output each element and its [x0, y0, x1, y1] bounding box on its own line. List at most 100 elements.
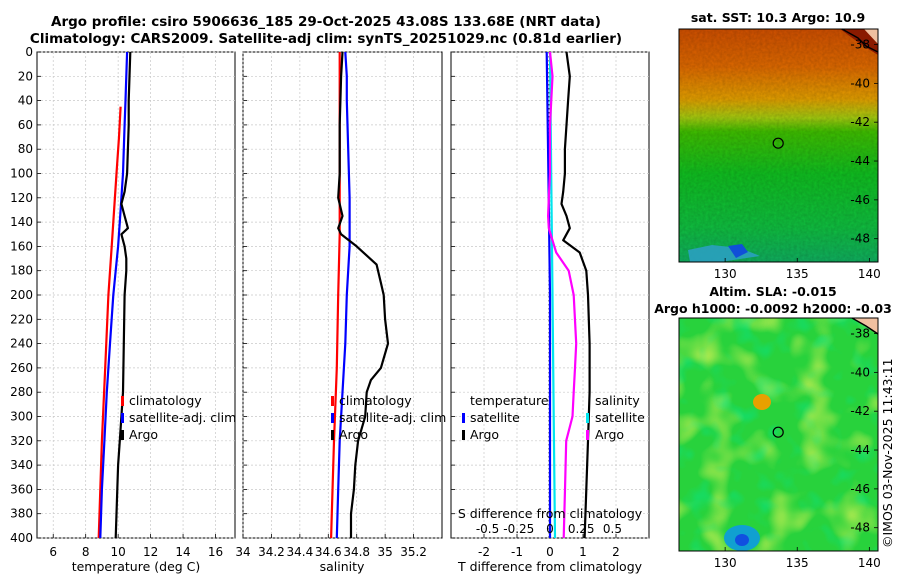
- map-y-tick-label: -40: [850, 76, 870, 90]
- depth-tick-label: 20: [18, 69, 33, 83]
- s-difference-label: S difference from climatology: [458, 506, 643, 521]
- map-y-tick-label: -46: [850, 482, 870, 496]
- legend-swatch-s-satellite: [586, 413, 589, 423]
- sst-cold-spot: [728, 244, 748, 258]
- legend-swatch-t-satellite: [462, 413, 465, 423]
- sla-argo-location-marker: [772, 426, 784, 438]
- legend-label-s-argo: Argo: [595, 427, 624, 442]
- sla-low-core: [735, 534, 749, 546]
- s-tick-label: 0: [546, 522, 554, 536]
- series-line-satellite-adj-clim: [99, 51, 129, 539]
- sst-warm-corner: [840, 29, 878, 55]
- x-tick-label: 8: [82, 545, 90, 559]
- legend-label-climatology: climatology: [339, 393, 412, 408]
- difference-panel: -2 -1 0 1 2 -0.5 -0.25 0 0.25 0.5 T difference f…: [450, 51, 650, 574]
- x-tick-label: 1: [579, 545, 587, 559]
- sla-low-pattern: [679, 318, 878, 551]
- sla-coastline: [851, 317, 879, 335]
- legend-header-salinity: salinity: [595, 393, 640, 408]
- legend-header-temperature: temperature: [470, 393, 549, 408]
- depth-tick-label: 180: [10, 264, 33, 278]
- sla-axes-box: [678, 317, 879, 552]
- map-x-tick-label: 140: [858, 267, 881, 281]
- map-x-tick-label: 130: [714, 267, 737, 281]
- legend-label-s-satellite: satellite: [595, 410, 645, 425]
- depth-tick-label: 160: [10, 239, 33, 253]
- legend-swatch-climatology: [331, 396, 334, 406]
- map-y-tick-label: -44: [850, 443, 870, 457]
- series-line-temperature-satellite: [545, 51, 552, 538]
- map-y-tick-label: -38: [850, 38, 870, 52]
- legend-label-argo: Argo: [339, 427, 368, 442]
- map-y-tick-label: -38: [850, 327, 870, 341]
- salinity-tick-labels: 34 34.2 34.4 34.6 34.8 35 35.2: [235, 545, 427, 559]
- series-line-temperature-argo: [560, 51, 591, 539]
- x-tick-label: 10: [111, 545, 126, 559]
- map-y-tick-label: -42: [850, 404, 870, 418]
- series-line-argo: [337, 51, 390, 538]
- x-tick-label: 34.8: [343, 545, 370, 559]
- depth-tick-label: 280: [10, 385, 33, 399]
- x-tick-label: 14: [175, 545, 190, 559]
- legend-swatch-s-argo: [586, 430, 589, 440]
- x-tick-label: 35: [378, 545, 393, 559]
- sst-argo-location-marker: [772, 137, 784, 149]
- depth-tick-label: 340: [10, 458, 33, 472]
- difference-series: [545, 51, 591, 539]
- depth-tick-label: 0: [25, 45, 33, 59]
- map-x-tick-label: 135: [786, 556, 809, 570]
- sla-map-title-line1: Altim. SLA: -0.015: [709, 284, 836, 299]
- legend-label-t-argo: Argo: [470, 427, 499, 442]
- sst-land: [864, 29, 878, 44]
- map-x-tick-label: 130: [714, 556, 737, 570]
- x-tick-label: 2: [612, 545, 620, 559]
- sla-map-title-line2: Argo h1000: -0.0092 h2000: -0.03: [654, 301, 892, 316]
- s-tick-label: -0.5: [476, 522, 499, 536]
- salinity-series: [330, 51, 390, 539]
- depth-tick-label: 380: [10, 507, 33, 521]
- map-x-tick-label: 140: [858, 556, 881, 570]
- depth-tick-label: 220: [10, 312, 33, 326]
- map-y-tick-label: -48: [850, 232, 870, 246]
- sst-map-title: sat. SST: 10.3 Argo: 10.9: [691, 10, 865, 25]
- depth-tick-label: 320: [10, 434, 33, 448]
- map-y-tick-label: -42: [850, 115, 870, 129]
- x-tick-label: 35.2: [400, 545, 427, 559]
- legend-swatch-t-argo: [462, 430, 465, 440]
- depth-tick-label: 60: [18, 118, 33, 132]
- legend-swatch-argo: [331, 430, 334, 440]
- s-tick-label: 0.5: [603, 522, 622, 536]
- x-tick-label: 34: [235, 545, 250, 559]
- depth-tick-label: 80: [18, 142, 33, 156]
- difference-legend: temperature satellite Argo salinity sate…: [462, 393, 645, 442]
- x-tick-label: -1: [511, 545, 523, 559]
- t-difference-xlabel: T difference from climatology: [457, 559, 643, 574]
- series-line-salinity-argo: [546, 51, 578, 539]
- x-tick-label: 0: [546, 545, 554, 559]
- temperature-tick-labels: 6 8 10 12 14 16: [49, 545, 223, 559]
- temperature-panel: 0 20 40 60 80 100 120 140 160 180 200 220 240 260 280 3…: [10, 45, 236, 574]
- series-line-argo: [114, 51, 132, 539]
- temperature-xlabel: temperature (deg C): [72, 559, 201, 574]
- x-tick-label: -2: [478, 545, 490, 559]
- s-tick-label: 0.25: [568, 522, 595, 536]
- sla-tick-labels: 130 135 140 -38 -40 -42 -44 -46 -48: [714, 327, 881, 570]
- depth-tick-label: 240: [10, 337, 33, 351]
- map-y-tick-label: -46: [850, 193, 870, 207]
- salinity-legend: climatology satellite-adj. clim Argo: [331, 393, 446, 442]
- map-x-tick-label: 135: [786, 267, 809, 281]
- legend-swatch-satellite: [331, 413, 334, 423]
- t-difference-tick-labels: -2 -1 0 1 2: [478, 545, 620, 559]
- salinity-panel: 34 34.2 34.4 34.6 34.8 35 35.2 salinity climat…: [235, 51, 446, 574]
- series-line-satellite-adj-clim: [335, 51, 351, 539]
- x-tick-label: 16: [208, 545, 223, 559]
- depth-tick-label: 100: [10, 167, 33, 181]
- x-tick-label: 12: [143, 545, 158, 559]
- s-tick-label: -0.25: [503, 522, 534, 536]
- temperature-grid: [37, 51, 235, 539]
- x-tick-label: 34.6: [315, 545, 342, 559]
- imos-watermark: ©IMOS 03-Nov-2025 11:43:11: [880, 358, 895, 548]
- salinity-xlabel: salinity: [320, 559, 365, 574]
- figure-title-line1: Argo profile: csiro 5906636_185 29-Oct-2…: [51, 14, 601, 30]
